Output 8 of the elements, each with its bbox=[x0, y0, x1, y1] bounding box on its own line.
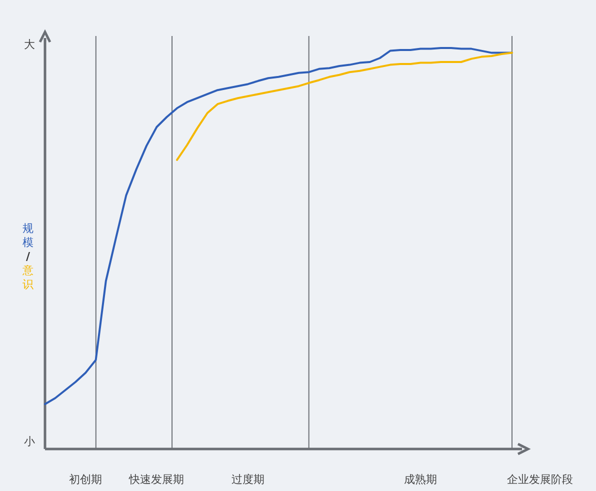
text: 小 bbox=[24, 435, 35, 448]
x-tick-label: 成熟期 bbox=[404, 473, 438, 486]
x-tick-label: 初创期 bbox=[69, 473, 102, 486]
x-axis-title: 企业发展阶段 bbox=[507, 473, 573, 486]
x-tick-label: 过度期 bbox=[232, 473, 265, 486]
x-tick-label: 快速发展期 bbox=[128, 473, 184, 486]
y-axis-title: 规模/意识 bbox=[22, 222, 34, 291]
text: 大 bbox=[24, 38, 35, 51]
